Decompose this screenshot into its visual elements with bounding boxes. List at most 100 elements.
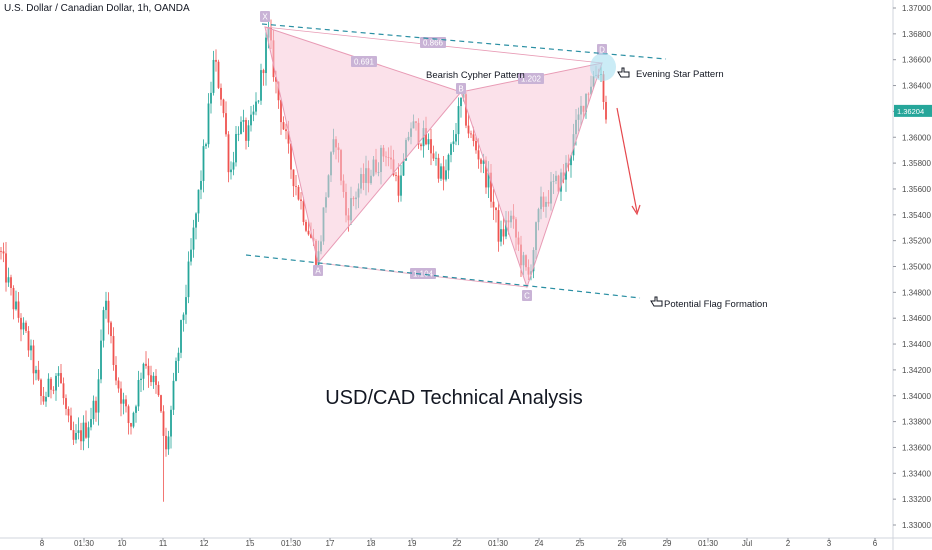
candle-body [125,399,127,407]
candle-body [207,103,210,145]
candle [137,370,140,411]
candle [35,365,37,381]
candle-body [180,320,182,353]
candle [457,97,460,146]
candle [0,247,2,260]
candle [172,372,175,415]
candle-body [0,250,2,252]
candle [230,161,232,180]
candle-body [285,129,287,132]
candle [212,50,215,96]
time-tick-label: 01:30 [698,539,719,548]
candle-body [197,189,200,214]
candle-body [210,92,212,104]
candle [117,377,120,393]
candle [127,404,130,435]
candle [240,116,242,135]
candle-body [52,389,55,391]
cypher-pattern-layer: X A B C D 0.691 1.202 1.104 0.866 Bearish Cypher … [260,11,607,301]
candle-body [287,131,290,144]
candle-body [7,277,10,283]
candle-body [307,230,310,235]
candle-body [102,310,105,341]
candle-body [227,134,230,173]
price-tick-label: 1.35800 [902,159,931,168]
candle [255,92,257,116]
candle [570,154,572,178]
price-tick-label: 1.35400 [902,211,931,220]
candle-body [27,330,30,351]
candle [165,427,167,457]
candle-body [37,369,40,380]
candle [15,290,17,311]
candle-body [57,373,60,376]
pattern-name-label: Bearish Cypher Pattern [426,70,525,81]
candle [22,317,25,335]
candle-body [47,378,50,397]
candle [200,170,202,200]
candle [470,130,472,138]
candle [25,320,27,334]
candle [190,238,192,266]
candle-body [80,430,82,442]
candle [72,421,75,445]
candle [442,155,445,191]
candle-body [290,143,292,170]
candle-body [437,157,440,179]
price-tick-label: 1.34200 [902,366,931,375]
candle-body [242,120,245,122]
candle-body [277,81,280,101]
price-tick-label: 1.33600 [902,443,931,452]
candle-body [502,229,505,237]
candle-body [480,159,482,164]
ratio-label-bg [351,56,377,67]
candle-body [95,400,97,413]
candle-body [602,74,605,102]
candle [37,360,40,382]
candle [297,184,300,201]
candle-body [430,139,432,154]
time-tick-label: 11 [159,539,168,548]
ratio-label-bg [420,37,446,48]
time-tick-label: 17 [326,539,335,548]
candle-body [187,261,190,298]
bearish-arrow-line [616,107,638,213]
candle-body [142,363,145,379]
candle [70,407,72,431]
price-tick-label: 1.34400 [902,340,931,349]
candle [265,30,267,86]
pattern-point-label-bg [597,44,607,55]
candle [302,197,305,226]
candle [460,97,462,118]
candle [242,109,245,133]
price-tick-label: 1.36000 [902,133,931,142]
candle [152,372,155,389]
candle-body [167,436,170,450]
time-tick-label: 22 [453,539,462,548]
candle-body [25,322,27,331]
time-tick-label: 24 [535,539,544,548]
candle-body [570,155,572,166]
candle [187,251,190,304]
candle-body [155,375,157,385]
candle [300,192,302,210]
candle-body [50,378,52,390]
candle-body [192,227,195,250]
candle-body [252,111,255,115]
candle-body [177,352,180,361]
pattern-point-label: D [599,46,605,55]
candle-body [257,100,260,102]
candle-body [605,101,607,120]
candle [497,201,500,252]
price-tick-label: 1.36600 [902,56,931,65]
price-tick-label: 1.36800 [902,30,931,39]
candle [432,145,435,161]
candle [257,100,260,104]
candle-body [42,395,45,402]
candle [97,369,100,426]
candle [177,347,180,374]
time-tick-label: 12 [200,539,209,548]
candle-body [420,144,422,147]
candle-body [455,134,457,142]
